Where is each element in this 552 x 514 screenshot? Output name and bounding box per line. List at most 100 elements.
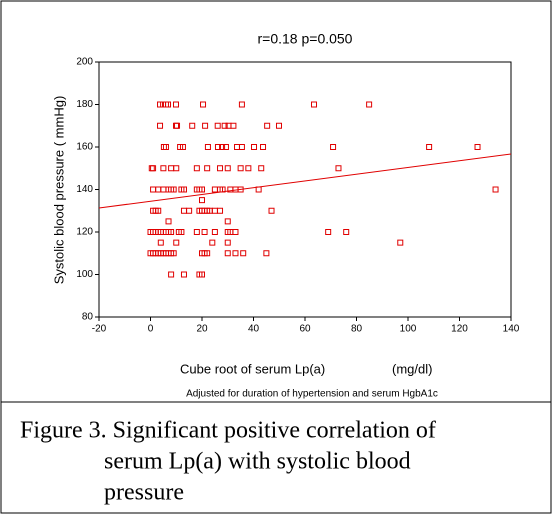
point	[268, 207, 275, 214]
point	[157, 122, 164, 129]
point	[330, 144, 337, 150]
point	[180, 271, 187, 278]
point	[238, 144, 245, 150]
point	[180, 207, 187, 214]
point	[180, 186, 187, 193]
y-tick-label: 200	[76, 57, 93, 68]
y-tick-label: 160	[76, 142, 93, 153]
note: Adjusted for duration of hypertension an…	[186, 389, 438, 400]
point	[168, 271, 175, 278]
point	[214, 122, 221, 129]
point	[211, 229, 218, 235]
point	[224, 250, 231, 257]
point	[275, 122, 282, 129]
caption: serum Lp(a) with systolic blood	[104, 449, 411, 475]
point	[240, 250, 247, 257]
point	[204, 250, 211, 257]
point	[251, 144, 258, 150]
point	[214, 144, 221, 150]
point	[173, 165, 180, 172]
point	[189, 122, 196, 129]
point	[426, 144, 433, 150]
y-axis-label: Systolic blood pressure ( mmHg)	[51, 96, 66, 285]
point	[224, 165, 231, 172]
point	[199, 186, 205, 193]
point	[193, 229, 200, 235]
point	[204, 144, 211, 150]
y-tick-label: 100	[76, 269, 93, 280]
point	[150, 165, 157, 172]
point	[366, 101, 373, 108]
point	[199, 271, 205, 278]
point	[232, 229, 239, 235]
point	[186, 207, 193, 214]
chart-title: r=0.18 p=0.050	[258, 31, 353, 47]
point	[238, 101, 245, 108]
point	[264, 122, 271, 129]
point	[335, 165, 342, 172]
point	[148, 165, 155, 172]
point	[193, 165, 200, 172]
x-tick-label: 0	[148, 324, 154, 335]
fit-line	[98, 153, 512, 209]
point	[221, 122, 228, 129]
point	[157, 101, 164, 108]
point	[245, 165, 252, 172]
point	[232, 250, 239, 257]
point	[492, 186, 499, 193]
point	[179, 144, 186, 150]
point	[168, 165, 175, 172]
point	[150, 186, 157, 193]
point	[160, 186, 167, 193]
point	[311, 101, 318, 108]
point	[170, 250, 177, 257]
x-axis-label: Cube root of serum Lp(a)	[180, 361, 325, 376]
point	[224, 218, 231, 225]
point	[178, 229, 185, 235]
x-tick-label: -20	[92, 324, 107, 335]
point	[168, 229, 175, 235]
point	[219, 144, 226, 150]
point	[165, 101, 172, 108]
point	[162, 144, 169, 150]
y-tick-label: 140	[76, 184, 93, 195]
point	[201, 229, 208, 235]
point	[211, 186, 218, 193]
point	[217, 207, 224, 214]
point	[200, 101, 207, 108]
y-tick-label: 180	[76, 99, 93, 110]
point	[325, 229, 332, 235]
x-axis-unit: (mg/dl)	[392, 361, 432, 376]
point	[263, 250, 270, 257]
point	[237, 165, 244, 172]
y-tick-label: 120	[76, 227, 93, 238]
point	[155, 207, 162, 214]
point	[173, 239, 180, 246]
point	[170, 186, 177, 193]
point	[474, 144, 481, 150]
point	[397, 239, 404, 246]
x-tick-label: 100	[400, 324, 417, 335]
y-tick-label: 80	[82, 312, 94, 323]
point	[165, 218, 172, 225]
point	[224, 239, 231, 246]
point	[258, 165, 265, 172]
point	[202, 122, 209, 129]
point	[174, 122, 181, 129]
point	[155, 186, 162, 193]
point	[204, 165, 211, 172]
point	[234, 144, 241, 150]
x-tick-label: 120	[451, 324, 468, 335]
point	[217, 165, 224, 172]
point	[157, 239, 164, 246]
x-tick-label: 40	[248, 324, 260, 335]
point	[230, 122, 237, 129]
caption: pressure	[104, 480, 184, 506]
point	[172, 101, 179, 108]
x-tick-label: 80	[351, 324, 363, 335]
caption: Figure 3. Significant positive correlati…	[20, 418, 436, 444]
x-tick-label: 60	[299, 324, 311, 335]
point	[211, 207, 218, 214]
